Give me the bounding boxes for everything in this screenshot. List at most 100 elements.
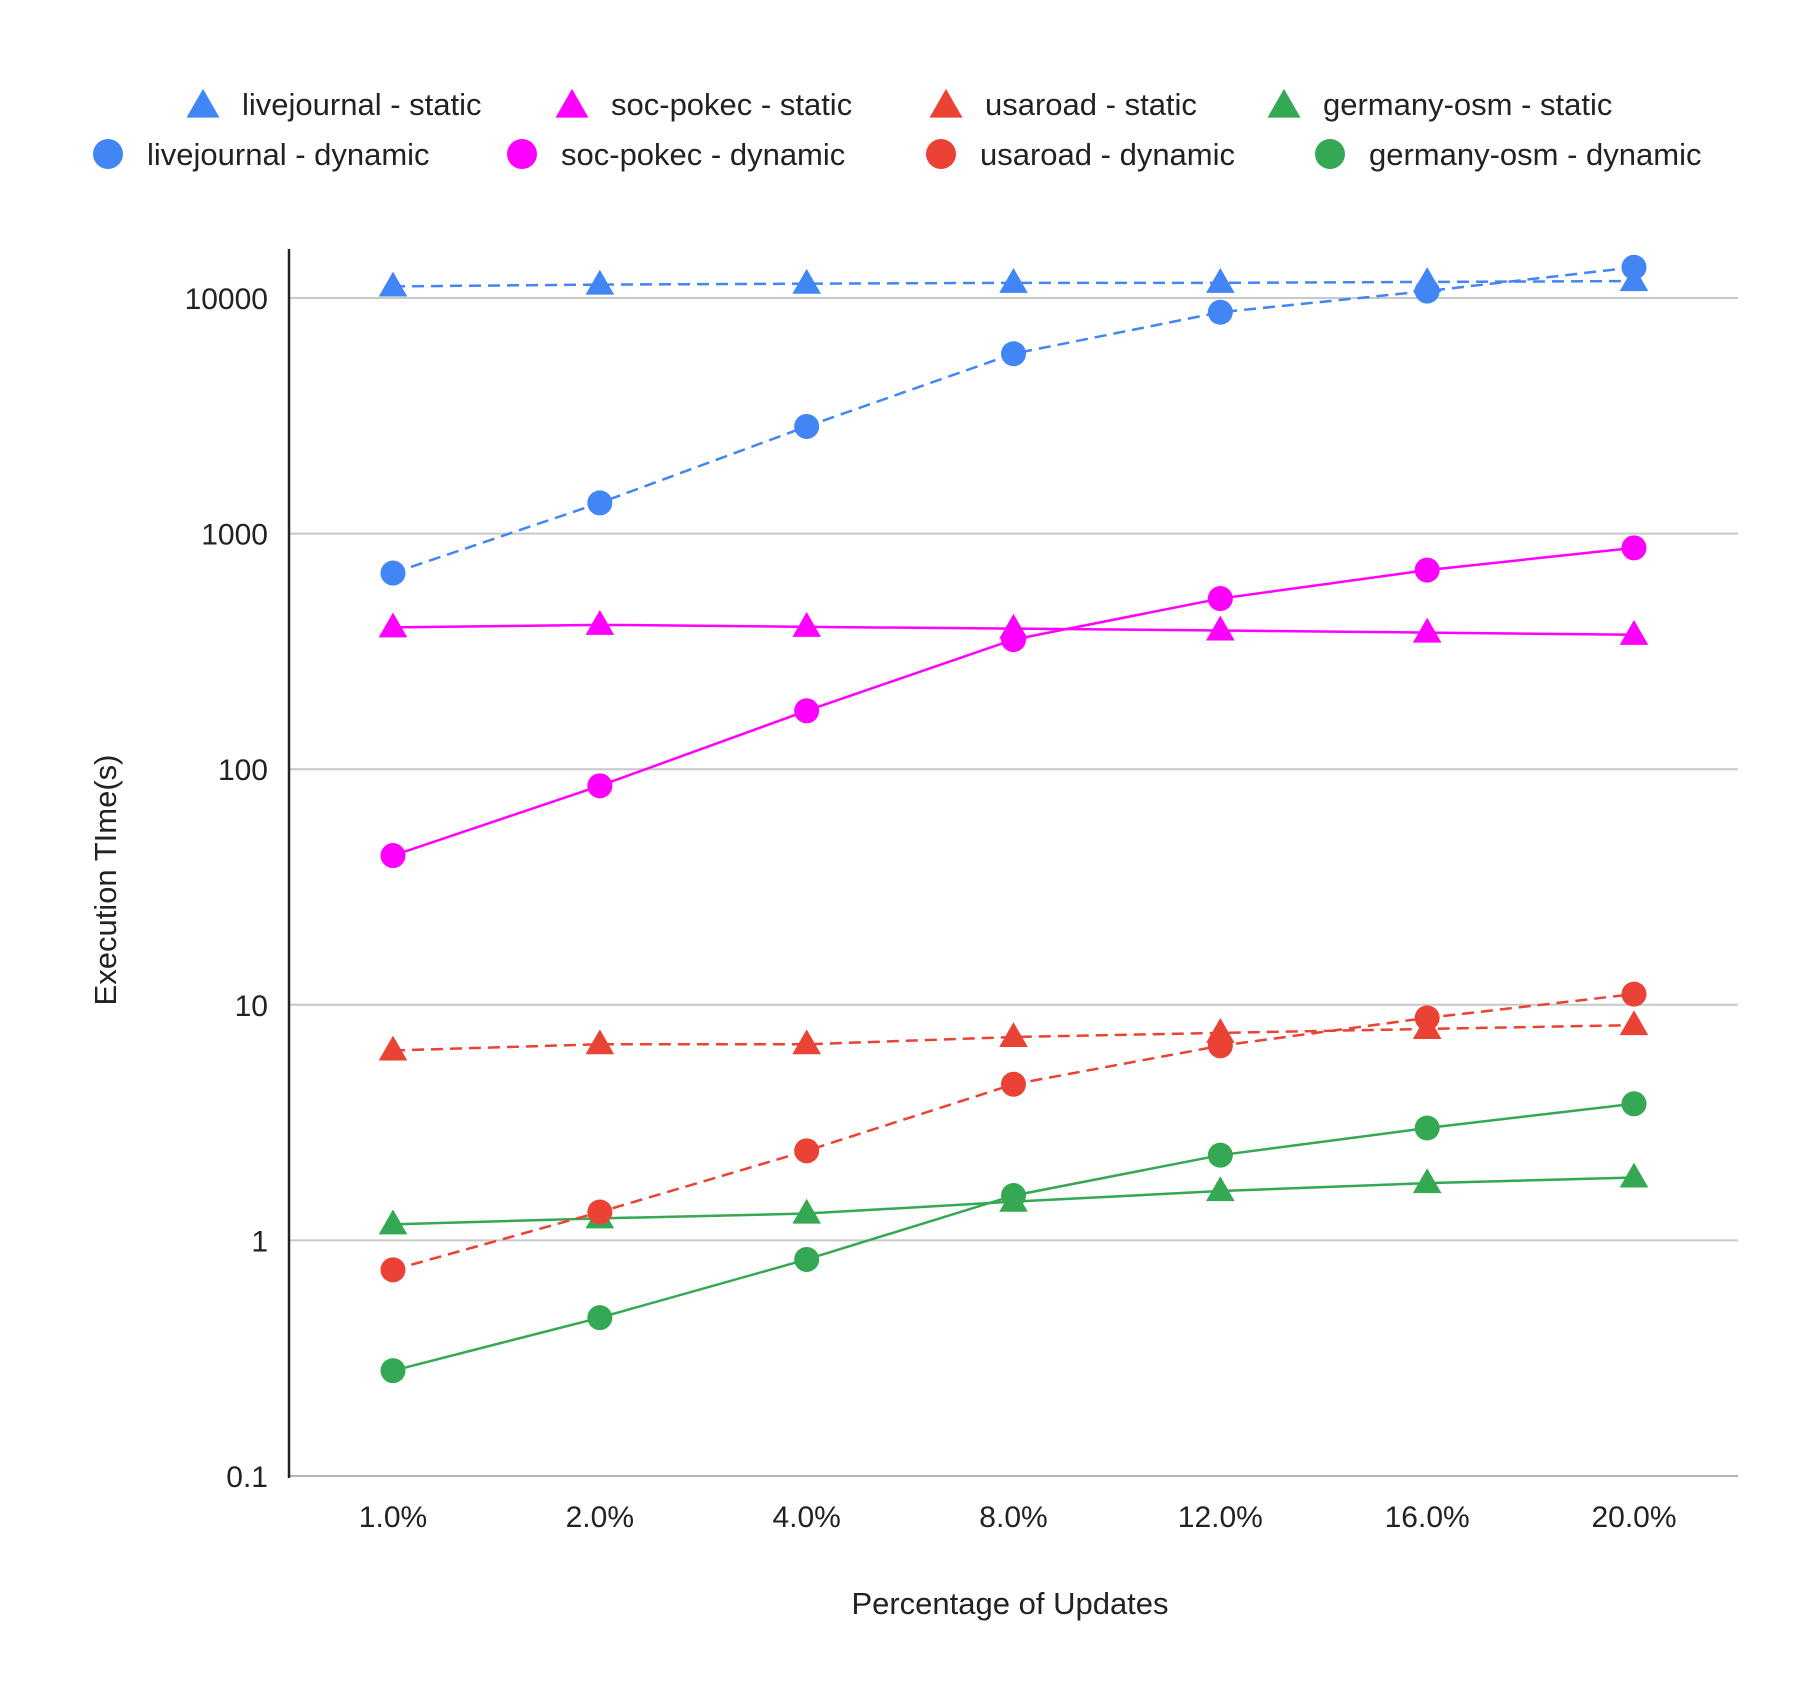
x-axis-title: Percentage of Updates (851, 1586, 1168, 1621)
series-usaroad-static (378, 1010, 1649, 1061)
legend-item: usaroad - dynamic (926, 137, 1235, 172)
legend: livejournal - static soc-pokec - static us… (93, 87, 1701, 172)
y-axis-title: Execution TIme(s) (88, 755, 123, 1006)
data-point (1001, 341, 1026, 367)
data-point (380, 843, 406, 869)
data-point (1207, 586, 1233, 612)
data-point (1001, 627, 1026, 653)
series-line (392, 1102, 1635, 1372)
data-point (1414, 557, 1440, 583)
data-point (1001, 1183, 1026, 1209)
series-livejournal-dynamic (380, 254, 1647, 586)
legend-circle-marker (93, 139, 123, 169)
data-point (1412, 1168, 1442, 1194)
series-livejournal-static (378, 266, 1649, 297)
legend-label: soc-pokec - dynamic (561, 137, 845, 172)
data-point (1412, 617, 1442, 643)
legend-item: soc-pokec - static (555, 87, 852, 122)
legend-item: soc-pokec - dynamic (507, 137, 845, 172)
data-point (792, 612, 821, 637)
x-tick-labels: 1.0% 2.0% 4.0% 8.0% 12.0% 16.0% 20.0% (359, 1501, 1677, 1534)
y-tick-label: 10000 (185, 283, 268, 316)
y-tick-label: 1000 (201, 519, 268, 552)
data-point (378, 612, 408, 638)
data-point (792, 268, 821, 294)
data-point (794, 698, 820, 724)
legend-circle-marker (1315, 139, 1345, 169)
data-point (587, 1305, 613, 1331)
data-point (794, 413, 820, 439)
data-point (585, 1029, 615, 1055)
x-tick-label: 4.0% (772, 1501, 840, 1534)
data-point (792, 1029, 821, 1055)
data-point (587, 1199, 613, 1225)
y-tick-label: 1 (251, 1225, 268, 1258)
data-point (585, 609, 615, 635)
legend-circle-marker (507, 139, 537, 169)
data-point (378, 1035, 408, 1061)
data-point (380, 1358, 406, 1384)
series-usaroad-dynamic (380, 981, 1647, 1283)
data-point (587, 490, 613, 516)
legend-label: usaroad - static (985, 87, 1197, 122)
legend-label: germany-osm - dynamic (1369, 137, 1701, 172)
data-point (999, 1022, 1028, 1048)
legend-item: livejournal - dynamic (93, 137, 430, 172)
data-point (1207, 299, 1233, 325)
data-point (1206, 615, 1235, 641)
data-point (1207, 1142, 1233, 1168)
y-tick-label: 10 (235, 990, 268, 1023)
data-point (1206, 267, 1235, 293)
data-point (1619, 1162, 1649, 1188)
data-point (1414, 1005, 1440, 1031)
data-point (380, 560, 406, 586)
data-point (380, 1257, 406, 1283)
data-point (1207, 1033, 1233, 1059)
y-tick-label: 100 (218, 754, 268, 787)
data-point (794, 1246, 820, 1272)
legend-triangle-marker (186, 88, 220, 118)
data-point (1001, 1071, 1026, 1097)
data-point (1621, 981, 1647, 1007)
legend-item: germany-osm - static (1267, 87, 1612, 122)
y-tick-label: 0.1 (226, 1461, 268, 1494)
series-soc-pokec-dynamic (380, 535, 1647, 869)
x-tick-label: 8.0% (979, 1501, 1047, 1534)
data-point (378, 271, 408, 297)
legend-label: soc-pokec - static (611, 87, 852, 122)
data-point (1414, 278, 1440, 304)
data-point (792, 1198, 821, 1224)
data-point (1206, 1176, 1235, 1202)
legend-circle-marker (926, 139, 956, 169)
legend-label: livejournal - static (242, 87, 481, 122)
legend-label: germany-osm - static (1323, 87, 1612, 122)
data-point (1619, 1010, 1649, 1036)
series-line (392, 266, 1635, 575)
data-point (794, 1138, 820, 1164)
series-germany-osm-dynamic (380, 1091, 1647, 1384)
x-tick-label: 2.0% (566, 1501, 634, 1534)
data-point (1414, 1115, 1440, 1141)
axes: Execution TIme(s) Percentage of Updates (88, 249, 1169, 1621)
data-point (999, 267, 1028, 293)
x-tick-label: 20.0% (1591, 1501, 1676, 1534)
legend-item: germany-osm - dynamic (1315, 137, 1701, 172)
legend-triangle-marker (1267, 88, 1301, 118)
data-point (1621, 535, 1647, 561)
legend-triangle-marker (555, 88, 589, 118)
legend-triangle-marker (929, 88, 963, 118)
legend-label: usaroad - dynamic (980, 137, 1235, 172)
data-point (1619, 619, 1649, 645)
series-line (392, 546, 1635, 857)
data-point (1621, 1091, 1647, 1117)
data-point (1621, 254, 1647, 280)
data-point (587, 773, 613, 799)
legend-item: usaroad - static (929, 87, 1197, 122)
legend-item: livejournal - static (186, 87, 481, 122)
x-tick-label: 12.0% (1178, 1501, 1263, 1534)
data-point (585, 269, 615, 295)
plot-area (378, 254, 1649, 1384)
x-tick-label: 16.0% (1385, 1501, 1470, 1534)
gridlines (289, 297, 1738, 1477)
